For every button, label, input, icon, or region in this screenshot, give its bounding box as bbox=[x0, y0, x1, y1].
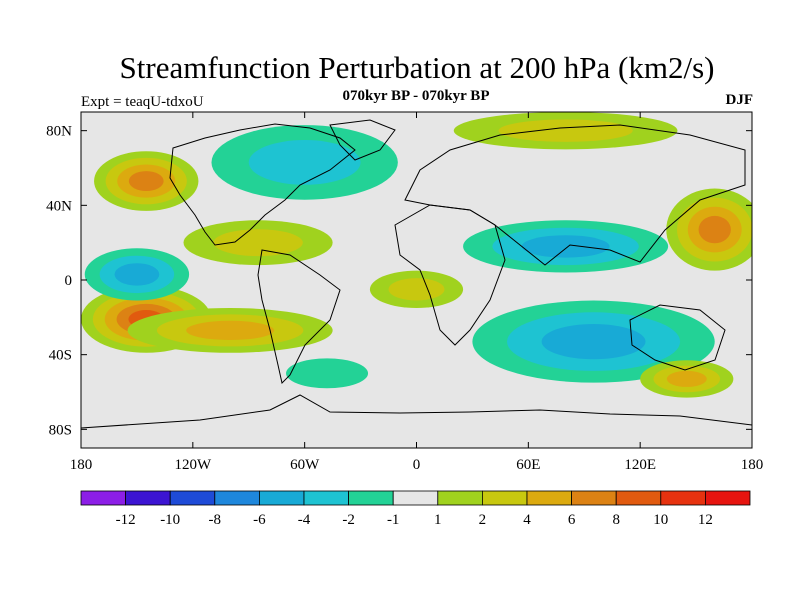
anomaly-arctic-siberia bbox=[453, 112, 678, 150]
colorbar-swatch bbox=[526, 490, 572, 506]
coast-australia bbox=[629, 304, 726, 371]
coast-south-america bbox=[257, 249, 341, 384]
colorbar-swatch bbox=[660, 490, 706, 506]
colorbar-label: 4 bbox=[523, 512, 531, 528]
anomaly-fields bbox=[81, 112, 752, 398]
anomaly-south-pacific-east bbox=[640, 360, 734, 398]
coast-north-america bbox=[169, 123, 356, 246]
colorbar-swatch bbox=[571, 490, 617, 506]
coast-eurasia bbox=[404, 124, 746, 266]
plot-subtitle: 070kyr BP - 070kyr BP bbox=[342, 88, 490, 104]
colorbar-swatch bbox=[392, 490, 439, 506]
colorbar-label: 8 bbox=[612, 512, 620, 528]
y-tick-label: 0 bbox=[65, 273, 73, 289]
anomaly-tropical-americas bbox=[183, 220, 333, 266]
coast-greenland bbox=[329, 119, 396, 161]
x-tick-label: 120E bbox=[624, 457, 656, 473]
colorbar-swatch bbox=[80, 490, 126, 506]
anomaly-south-pacific-east-level bbox=[666, 370, 707, 387]
anomaly-south-atlantic-level bbox=[286, 358, 369, 389]
anomaly-north-america bbox=[211, 125, 398, 200]
anomaly-northwest-pacific-level bbox=[698, 215, 731, 244]
anomaly-arctic-siberia-level bbox=[498, 119, 633, 142]
anomaly-tropical-east-pacific-level bbox=[114, 263, 160, 286]
anomaly-south-america bbox=[127, 308, 333, 353]
anomaly-northwest-pacific bbox=[666, 188, 752, 271]
colorbar-swatch bbox=[615, 490, 662, 506]
colorbar-label: -2 bbox=[342, 512, 355, 528]
anomaly-north-pacific bbox=[94, 151, 199, 211]
colorbar-swatch bbox=[169, 490, 216, 506]
colorbar-label: 10 bbox=[653, 512, 668, 528]
x-tick-label: 60W bbox=[290, 457, 320, 473]
colorbar-swatch bbox=[705, 490, 751, 506]
colorbar-label: -1 bbox=[387, 512, 400, 528]
y-tick-label: 40N bbox=[46, 198, 72, 214]
anomaly-asia bbox=[463, 220, 669, 273]
colorbar-label: 6 bbox=[568, 512, 576, 528]
coastlines bbox=[81, 119, 752, 429]
x-tick-label: 180 bbox=[70, 457, 93, 473]
x-tick-label: 0 bbox=[413, 457, 421, 473]
y-tick-label: 80S bbox=[49, 422, 72, 438]
plot-title: Streamfunction Perturbation at 200 hPa (… bbox=[119, 50, 715, 85]
anomaly-south-atlantic bbox=[286, 358, 369, 389]
colorbar-swatch bbox=[481, 490, 528, 506]
colorbar-swatch bbox=[125, 490, 171, 506]
colorbar-label: 2 bbox=[479, 512, 487, 528]
colorbar-swatch bbox=[214, 490, 260, 506]
colorbar-label: -8 bbox=[209, 512, 222, 528]
colorbar-swatch bbox=[258, 490, 305, 506]
anomaly-tropical-east-pacific bbox=[84, 248, 190, 301]
anomaly-tropical-americas-level bbox=[213, 229, 303, 257]
colorbar-label: 12 bbox=[698, 512, 713, 528]
anomaly-north-pacific-level bbox=[128, 171, 164, 192]
colorbar-swatch bbox=[437, 490, 483, 506]
colorbar-swatch bbox=[303, 490, 349, 506]
anomaly-africa-level bbox=[388, 278, 445, 301]
anomaly-asia-level bbox=[521, 235, 610, 258]
y-tick-label: 80N bbox=[46, 124, 72, 140]
season-label: DJF bbox=[725, 92, 754, 108]
colorbar-label: -10 bbox=[160, 512, 180, 528]
colorbar-label: -12 bbox=[116, 512, 136, 528]
x-tick-label: 60E bbox=[516, 457, 540, 473]
colorbar-label: 1 bbox=[434, 512, 442, 528]
map-axes: 180 120W 60W 0 60E 120E 180 80N 40N 0 40S 80S bbox=[46, 112, 763, 473]
colorbar: -12 -10 -8 -6 -4 -2 -1 1 2 4 6 8 10 12 bbox=[80, 490, 751, 528]
y-tick-label: 40S bbox=[49, 348, 72, 364]
anomaly-north-america-level bbox=[248, 140, 361, 185]
colorbar-label: -4 bbox=[298, 512, 311, 528]
anomaly-indian-ocean bbox=[472, 300, 715, 383]
x-tick-label: 120W bbox=[174, 457, 212, 473]
x-tick-label: 180 bbox=[741, 457, 764, 473]
coast-antarctica bbox=[81, 394, 752, 429]
anomaly-indian-ocean-level bbox=[541, 324, 646, 360]
colorbar-label: -6 bbox=[253, 512, 266, 528]
anomaly-south-america-level bbox=[186, 320, 275, 340]
experiment-label: Expt = teaqU-tdxoU bbox=[81, 94, 204, 110]
colorbar-swatch bbox=[348, 490, 394, 506]
anomaly-africa bbox=[369, 270, 464, 309]
